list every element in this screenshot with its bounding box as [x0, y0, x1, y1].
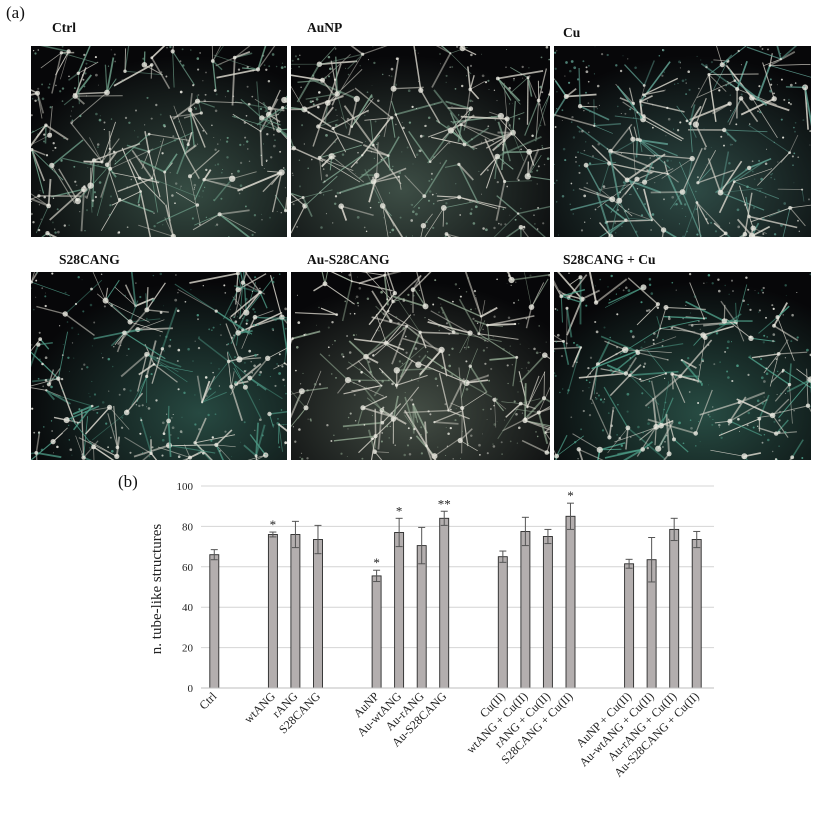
error-bar: [395, 517, 403, 548]
error-bar: [314, 524, 322, 555]
bar: [497, 556, 508, 689]
bar: [394, 532, 405, 689]
significance-marker: *: [373, 555, 380, 570]
micrograph-s28cang-cu: [554, 272, 811, 460]
bar: [691, 539, 702, 689]
bar: [371, 575, 382, 689]
error-bar: [566, 502, 574, 530]
bar: [267, 534, 278, 689]
bar: [624, 563, 635, 689]
error-bar: [521, 516, 529, 547]
y-tick-label: 100: [177, 481, 194, 493]
error-bar: [291, 520, 299, 549]
micrograph-title-aunp: AuNP: [307, 20, 343, 35]
error-bar: [625, 558, 633, 569]
micrograph-title-s28cang-cu: S28CANG + Cu: [563, 252, 656, 267]
bar: [542, 536, 553, 689]
panel-a-label: (a): [6, 3, 25, 22]
bar: [416, 545, 427, 689]
significance-marker: *: [270, 517, 277, 532]
error-bar: [670, 517, 678, 542]
micrograph-au-s28cang: [291, 272, 550, 460]
y-tick-label: 80: [182, 521, 194, 533]
bar: [439, 517, 450, 689]
bar: [313, 539, 323, 689]
micrograph-title-s28cang: S28CANG: [59, 252, 120, 267]
error-bar: [648, 537, 656, 583]
micrograph-aunp: [291, 46, 550, 237]
y-tick-label: 20: [182, 643, 194, 655]
error-bar: [544, 528, 552, 545]
bar: [290, 534, 301, 689]
error-bar: [499, 550, 507, 563]
error-bar: [693, 530, 701, 549]
y-tick-label: 60: [182, 562, 194, 574]
bar-chart: 0 20 40 60 80 100 n. tube-like structures Ctrl *…: [149, 481, 714, 780]
micrograph-title-au-s28cang: Au-S28CANG: [307, 252, 390, 267]
category-label: Ctrl: [196, 689, 220, 713]
bar: [209, 554, 220, 689]
micrograph-title-ctrl: Ctrl: [52, 20, 76, 35]
micrograph-s28cang: [31, 272, 287, 460]
error-bar: [373, 569, 381, 583]
error-bar: [418, 526, 426, 565]
y-tick-label: 40: [182, 602, 194, 614]
bar: [669, 528, 680, 689]
y-tick-label: 0: [188, 683, 194, 695]
error-bar: [210, 549, 218, 561]
error-bar: [269, 531, 277, 538]
y-axis-label: n. tube-like structures: [149, 524, 165, 655]
significance-marker: **: [438, 496, 451, 511]
micrograph-title-cu: Cu: [563, 25, 581, 40]
panel-b-label: (b): [118, 472, 138, 491]
significance-marker: *: [396, 503, 403, 518]
bar: [565, 515, 576, 689]
error-bar: [440, 510, 448, 526]
bar: [520, 531, 531, 689]
significance-marker: *: [567, 488, 574, 503]
micrograph-cu: [554, 46, 811, 237]
micrograph-ctrl: [31, 46, 287, 237]
